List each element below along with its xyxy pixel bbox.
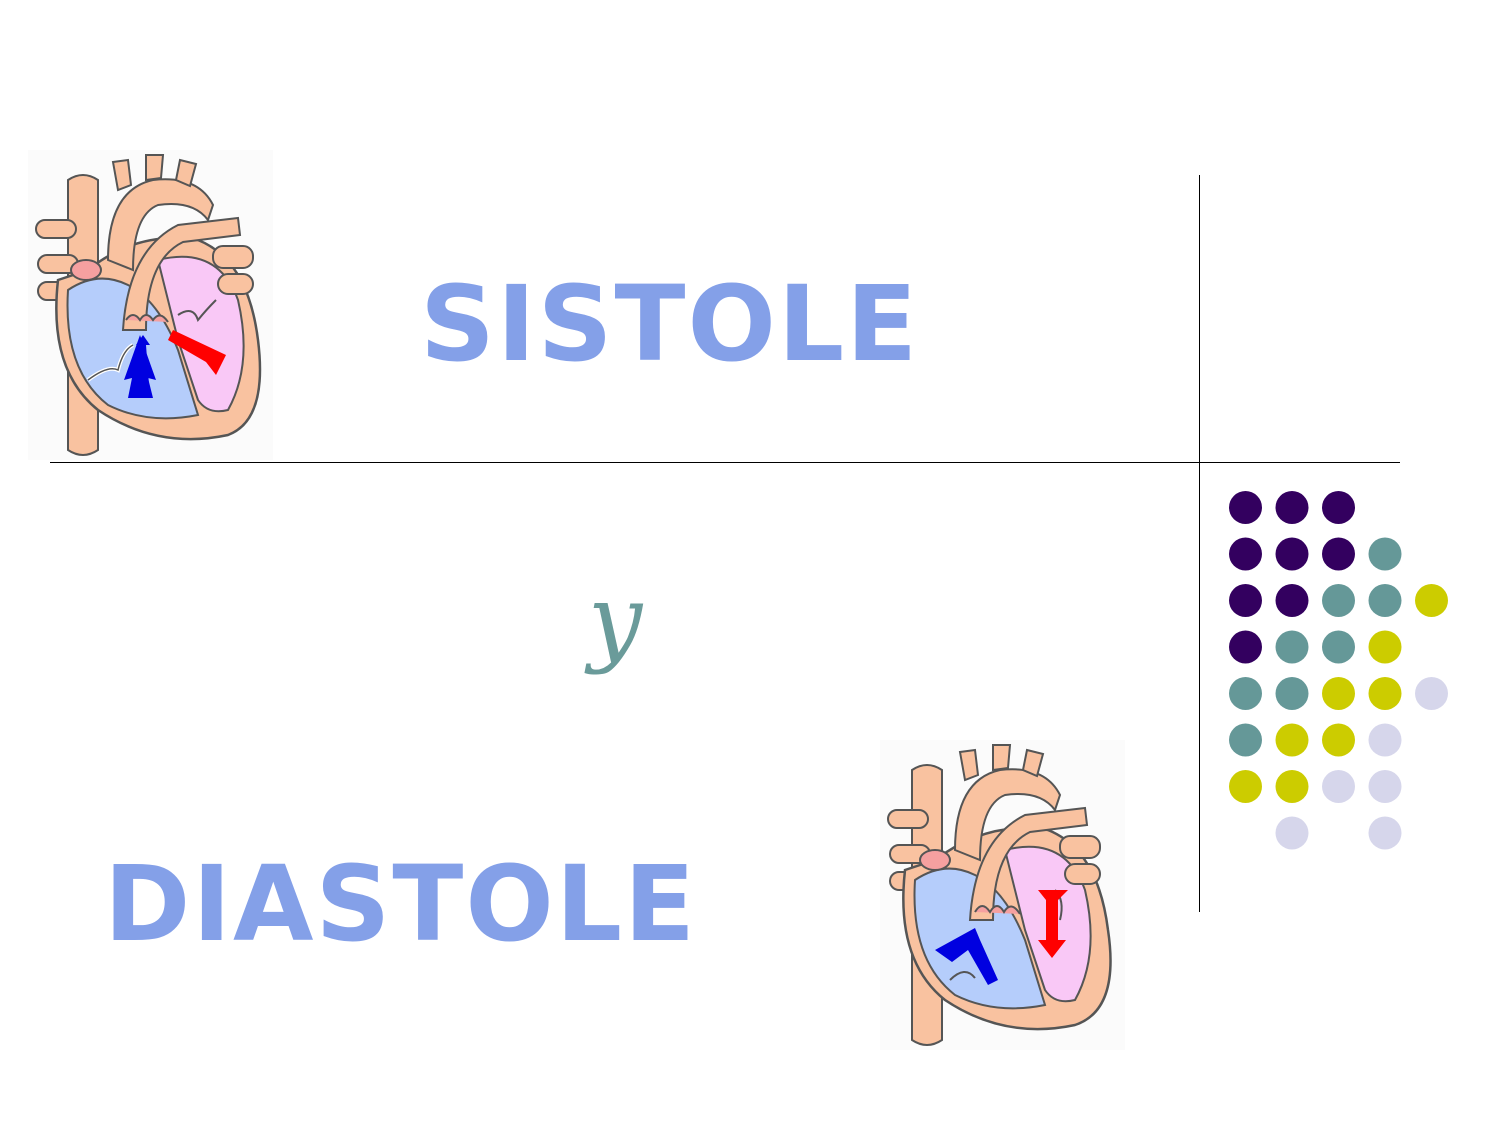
decorative-dot: [1229, 677, 1262, 710]
decorative-dot: [1275, 677, 1309, 710]
decorative-dot: [1368, 770, 1402, 803]
decorative-dot: [1368, 816, 1402, 850]
decorative-dot: [1229, 537, 1262, 571]
decorative-dot: [1275, 584, 1309, 617]
decorative-dot-grid: [1229, 491, 1448, 850]
horizontal-divider-line: [50, 462, 1400, 463]
decorative-dot: [1229, 770, 1262, 803]
decorative-dot: [1368, 723, 1402, 757]
decorative-dot: [1322, 491, 1355, 524]
heart-diastole-diagram-icon: [880, 740, 1125, 1050]
decorative-dot: [1368, 630, 1402, 664]
decorative-dot: [1275, 491, 1309, 524]
decorative-dot: [1415, 584, 1448, 617]
decorative-dot: [1322, 770, 1355, 803]
decorative-dot: [1368, 677, 1402, 710]
decorative-dot: [1229, 584, 1262, 617]
decorative-dot: [1322, 630, 1355, 664]
decorative-dot: [1229, 630, 1262, 664]
decorative-dot: [1275, 537, 1309, 571]
decorative-dot: [1275, 770, 1309, 803]
decorative-dot: [1415, 677, 1448, 710]
decorative-dot: [1275, 816, 1309, 850]
decorative-dot: [1229, 491, 1262, 524]
conjunction-y: y: [588, 564, 643, 676]
decorative-dot: [1275, 723, 1309, 757]
decorative-dot: [1229, 723, 1262, 757]
title-sistole: SISTOLE: [420, 263, 920, 385]
decorative-dot: [1275, 630, 1309, 664]
vertical-divider-line: [1199, 175, 1200, 912]
heart-systole-diagram-icon: [28, 150, 273, 460]
decorative-dot: [1322, 677, 1355, 710]
decorative-dot: [1368, 537, 1402, 571]
decorative-dot: [1322, 723, 1355, 757]
title-diastole: DIASTOLE: [104, 843, 698, 965]
decorative-dot: [1322, 584, 1355, 617]
decorative-dot: [1368, 584, 1402, 617]
decorative-dot: [1322, 537, 1355, 571]
